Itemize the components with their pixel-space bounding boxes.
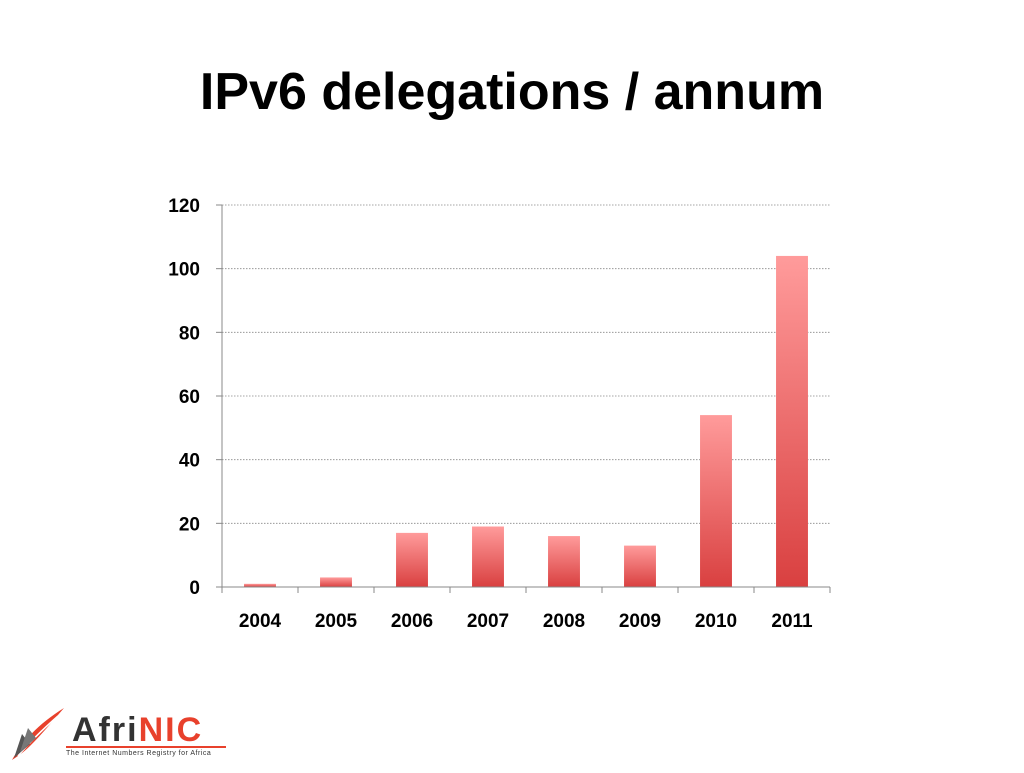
y-tick-label: 20	[179, 514, 200, 535]
x-tick-label: 2005	[315, 611, 358, 632]
bar-2005	[320, 577, 352, 587]
y-tick-label: 80	[179, 323, 200, 344]
slide-title: IPv6 delegations / annum	[199, 63, 825, 121]
y-tick-labels: 0 20 40 60 80 100 120	[168, 196, 200, 599]
logo-wordmark-nic: NIC	[138, 711, 204, 749]
axes	[221, 205, 831, 593]
y-tick-label: 40	[179, 451, 200, 472]
bar-2008	[548, 536, 580, 587]
bars	[244, 255, 808, 587]
x-tick-label: 2004	[239, 611, 282, 632]
y-tick-label: 60	[179, 387, 200, 408]
logo-wordmark: AfriNIC	[72, 712, 203, 748]
afrinic-logo: AfriNIC The Internet Numbers Registry fo…	[8, 704, 238, 764]
x-tick-label: 2011	[771, 611, 813, 632]
x-tick-label: 2009	[619, 611, 661, 632]
x-tick-labels: 2004 2005 2006 2007 2008 2009 2010 2011	[239, 611, 813, 632]
bar-2011	[776, 255, 808, 587]
bar-2004	[244, 583, 276, 587]
y-tick-label: 120	[168, 196, 200, 217]
bar-2007	[472, 526, 504, 587]
x-tick-label: 2008	[543, 611, 585, 632]
bar-2006	[396, 532, 428, 587]
y-tick-label: 0	[189, 578, 200, 599]
bar-2009	[624, 545, 656, 587]
x-tick-label: 2010	[695, 611, 737, 632]
logo-wordmark-afri: Afri	[72, 711, 139, 749]
y-tick-label: 100	[168, 260, 200, 281]
logo-tagline: The Internet Numbers Registry for Africa	[66, 750, 212, 757]
bar-2010	[700, 415, 732, 587]
x-tick-label: 2006	[391, 611, 433, 632]
logo-underline	[66, 746, 226, 748]
gridlines	[216, 204, 830, 588]
feather-icon	[12, 708, 64, 760]
x-tick-label: 2007	[467, 611, 509, 632]
